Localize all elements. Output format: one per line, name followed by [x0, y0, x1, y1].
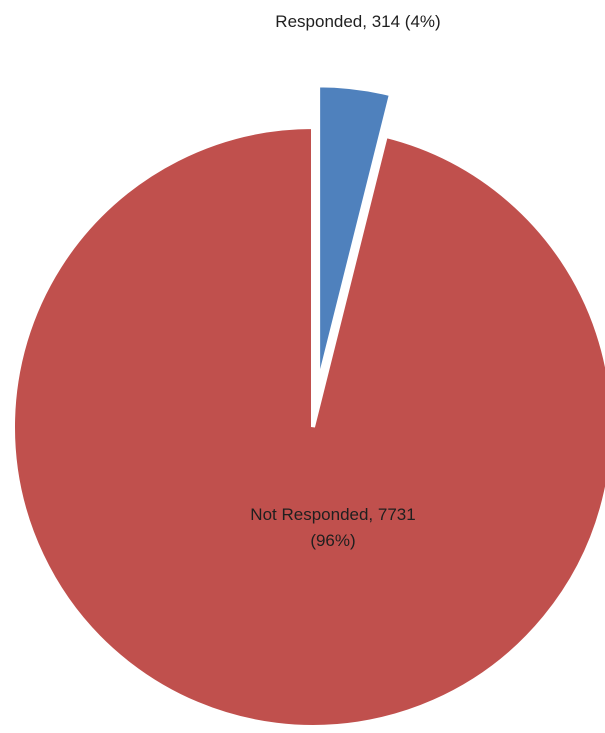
slices-layer [11, 83, 605, 729]
data-label-not-responded: Not Responded, 7731 (96%) [250, 505, 415, 550]
pie-slice-not-responded [11, 124, 605, 729]
data-label-line: (96%) [310, 531, 355, 550]
data-label-line: Responded, 314 (4%) [275, 12, 440, 31]
labels-layer: Responded, 314 (4%) Not Responded, 7731 (9… [250, 12, 440, 550]
data-label-responded: Responded, 314 (4%) [275, 12, 440, 31]
data-label-line: Not Responded, 7731 [250, 505, 415, 524]
pie-slice-responded [316, 83, 394, 386]
